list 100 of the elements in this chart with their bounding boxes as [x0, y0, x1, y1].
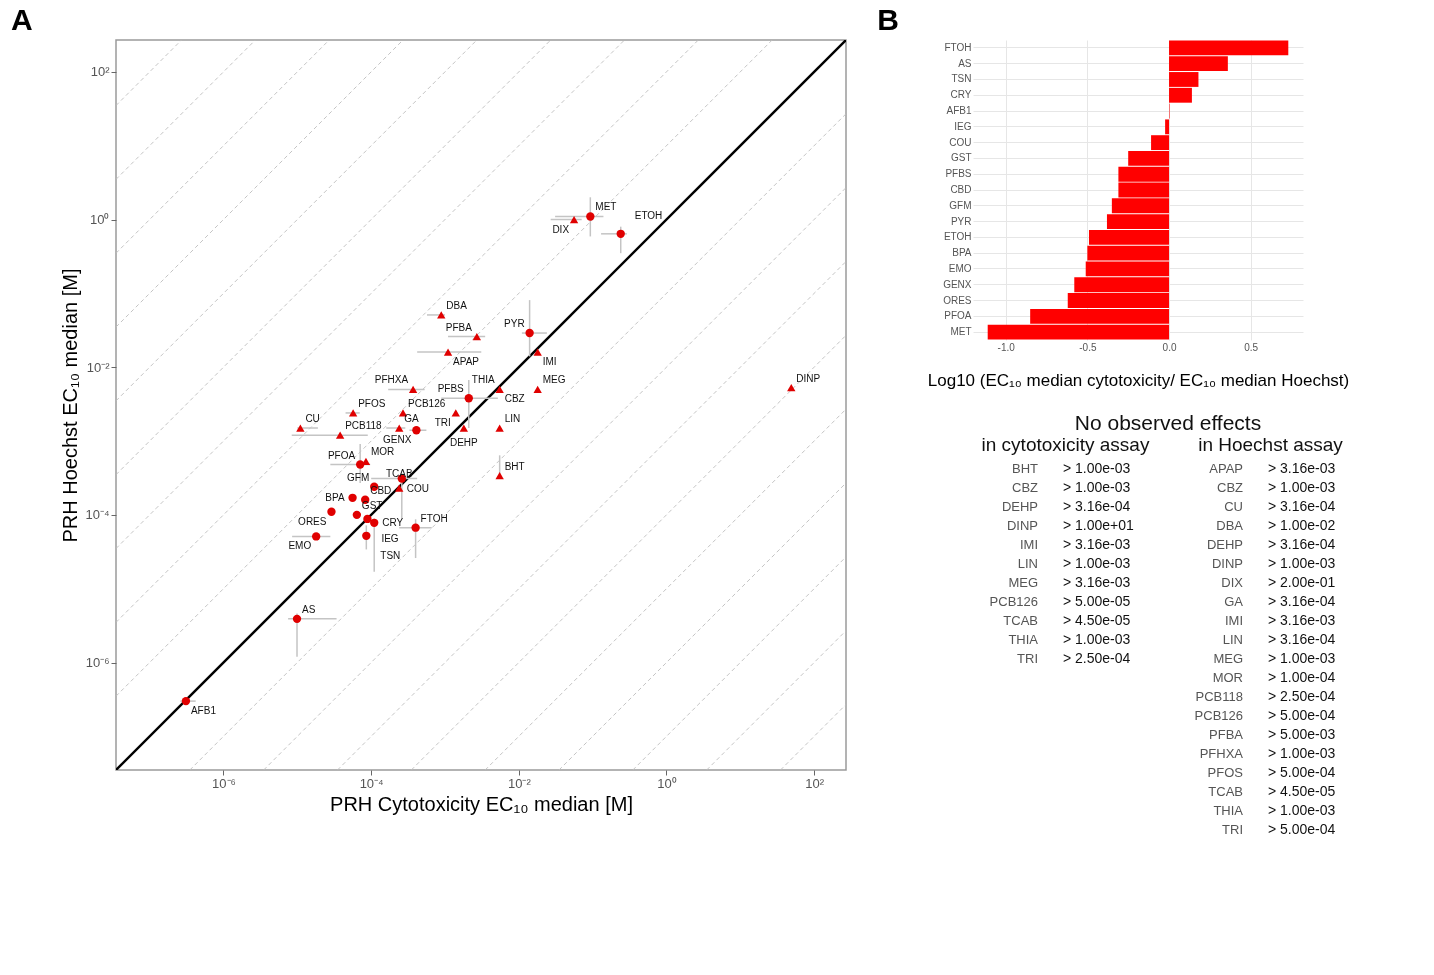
annotation: PFOS: [358, 397, 386, 409]
text: > 1.00e-04: [1268, 668, 1336, 685]
annotation: BPA: [325, 491, 345, 503]
y-tick-label: 10⁰: [90, 212, 110, 228]
annotation: THIA: [471, 374, 495, 386]
y-tick-label: 10⁻⁴: [85, 507, 110, 523]
text: > 1.00e-03: [1063, 554, 1131, 571]
category-label: PCB126: [1194, 707, 1243, 723]
y-tick-label: 10²: [90, 64, 111, 80]
x-tick-label: -1.0: [997, 341, 1016, 353]
y-tick-label: PFBS: [945, 168, 972, 180]
annotation: DINP: [796, 372, 821, 384]
y-tick-label: GST: [950, 152, 972, 164]
category-label: BHT: [1012, 460, 1039, 476]
category-label: CBZ: [1012, 479, 1039, 495]
annotation: GA: [404, 413, 420, 425]
y-tick-label: ETOH: [943, 231, 972, 243]
text: > 3.16e-04: [1268, 497, 1336, 514]
text: > 3.16e-04: [1268, 630, 1336, 647]
annotation: APAP: [453, 356, 480, 368]
annotation: LIN: [504, 413, 521, 425]
y-tick-label: AFB1: [946, 105, 972, 117]
y-tick-label: COU: [949, 136, 972, 148]
x-tick-label: 0.0: [1162, 341, 1177, 353]
y-tick-label: GENX: [943, 278, 972, 290]
text: > 1.00e-03: [1063, 459, 1131, 476]
text: in cytotoxicity assay: [981, 434, 1150, 455]
y-tick-label: PFOA: [944, 310, 972, 322]
category-label: PCB118: [1195, 688, 1243, 704]
annotation: BHT: [504, 460, 525, 472]
y-tick-label: MET: [950, 326, 972, 338]
category-label: GA: [1224, 593, 1244, 609]
text: > 1.00e-03: [1063, 478, 1131, 495]
category-label: TRI: [1222, 821, 1243, 837]
annotation: IEG: [381, 532, 399, 544]
y-tick-label: 10⁻²: [86, 359, 111, 375]
annotation: AFB1: [190, 705, 217, 717]
annotation: PFBS: [437, 383, 465, 395]
y-tick-label: AS: [958, 57, 972, 69]
category-label: DINP: [1006, 517, 1038, 533]
x-tick-label: -0.5: [1079, 341, 1097, 353]
annotation: IMI: [542, 356, 557, 368]
text: > 2.50e-04: [1063, 649, 1131, 666]
annotation: MET: [595, 201, 617, 213]
text: in Hoechst assay: [1198, 434, 1344, 455]
annotation: MOR: [370, 446, 395, 458]
annotation: ETOH: [634, 209, 663, 221]
category-label: DEHP: [1206, 536, 1243, 552]
annotation: GFM: [347, 471, 370, 483]
category-label: DIX: [1221, 574, 1244, 590]
y-tick-label: BPA: [952, 247, 972, 259]
x-axis-title: PRH Cytotoxicity EC₁₀ median [M]: [330, 792, 633, 815]
y-tick-label: CBD: [950, 184, 972, 195]
text: > 1.00e-03: [1268, 478, 1336, 495]
text: > 3.16e-04: [1268, 535, 1336, 552]
annotation: CBD: [370, 484, 392, 496]
annotation: DIX: [552, 223, 570, 235]
y-tick-label: IEG: [954, 120, 972, 132]
text: No observed effects: [1074, 411, 1262, 434]
annotation: DEHP: [449, 437, 479, 449]
annotation: GENX: [383, 434, 412, 446]
y-tick-label: GFM: [949, 199, 972, 211]
y-tick-label: 10⁻⁶: [85, 655, 110, 671]
annotation: CU: [305, 413, 320, 425]
y-tick-label: EMO: [948, 262, 972, 274]
annotation: PFHXA: [374, 374, 409, 386]
annotation: TRI: [434, 416, 451, 428]
annotation: PYR: [504, 318, 525, 330]
category-label: PFBA: [1209, 726, 1244, 742]
x-tick-label: 10⁻²: [507, 775, 532, 791]
text: > 3.16e-03: [1063, 535, 1131, 552]
x-tick-label: 10²: [805, 775, 825, 791]
category-label: TCAB: [1003, 612, 1038, 628]
x-axis-title: Log10 (EC₁₀ median cytotoxicity/ EC₁₀ median Hoechst): [927, 370, 1350, 390]
category-label: DBA: [1216, 517, 1244, 533]
chart-title: B: [877, 3, 899, 36]
text: > 1.00e-03: [1063, 630, 1131, 647]
text: > 5.00e-05: [1063, 592, 1131, 609]
annotation: DBA: [446, 299, 468, 311]
category-label: CU: [1224, 498, 1243, 514]
annotation: PCB118: [345, 420, 383, 432]
annotation: PFBA: [445, 321, 473, 333]
category-label: TCAB: [1208, 783, 1243, 799]
category-label: IMI: [1019, 536, 1038, 552]
text: > 3.16e-03: [1268, 611, 1336, 628]
text: > 1.00e+01: [1063, 516, 1134, 533]
category-label: THIA: [1213, 802, 1244, 818]
text: > 5.00e-04: [1268, 820, 1336, 837]
category-label: IMI: [1224, 612, 1243, 628]
category-label: PCB126: [989, 593, 1038, 609]
text: > 5.00e-04: [1268, 763, 1336, 780]
x-tick-label: 10⁻⁴: [359, 775, 384, 791]
category-label: MEG: [1213, 650, 1243, 666]
y-tick-label: PYR: [950, 215, 972, 227]
annotation: PCB126: [408, 397, 446, 409]
text: > 2.50e-04: [1268, 687, 1336, 704]
text: > 3.16e-04: [1268, 592, 1336, 609]
text: > 1.00e-03: [1268, 744, 1336, 761]
annotation: TSN: [380, 549, 401, 561]
y-axis-title: PRH Hoechst EC₁₀ median [M]: [59, 268, 82, 543]
